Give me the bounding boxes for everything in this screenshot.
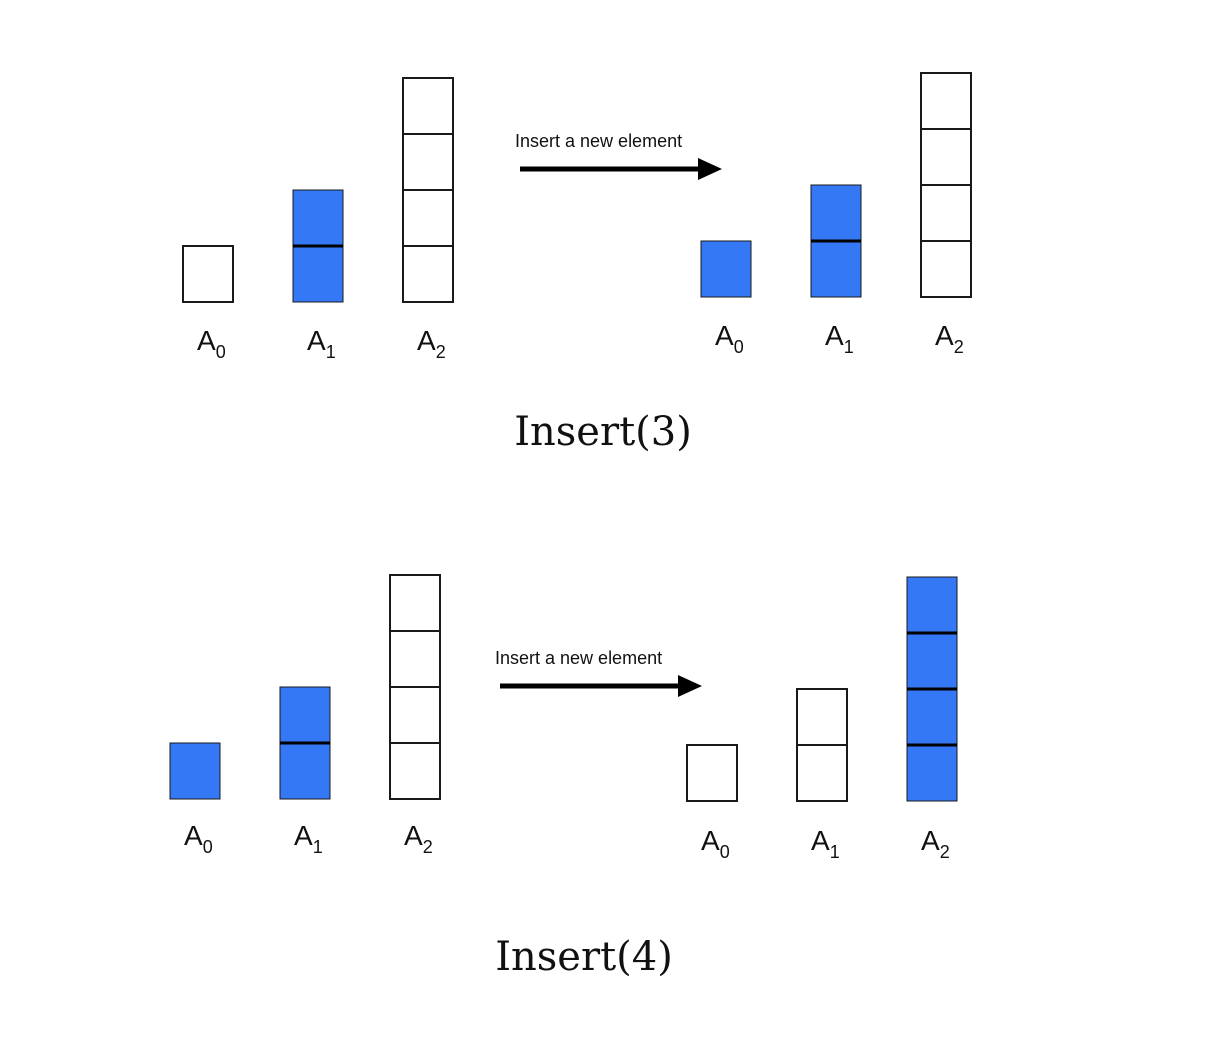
empty-cell: [686, 744, 738, 802]
empty-cell: [796, 688, 848, 746]
array-A2: A2: [920, 72, 972, 357]
array-subscript: 2: [954, 337, 964, 357]
array-label: A2: [935, 320, 964, 357]
empty-cell: [389, 574, 441, 632]
filled-cell: [906, 632, 958, 690]
panel-insert-3: A0 A1 A2 Insert a new element A0 A1 A2 Inser…: [182, 72, 972, 455]
panel-insert-4: A0 A1 A2 Insert a new element A0 A1 A2 Inser…: [169, 574, 958, 980]
array-label: A2: [921, 825, 950, 862]
array-subscript: 0: [203, 837, 213, 857]
array-subscript: 0: [720, 842, 730, 862]
empty-cell: [182, 245, 234, 303]
array-A1: A1: [796, 688, 848, 862]
array-subscript: 0: [734, 337, 744, 357]
array-A1: A1: [810, 184, 862, 357]
filled-cell: [906, 688, 958, 746]
array-label: A0: [715, 320, 744, 357]
filled-cell: [169, 742, 221, 800]
array-label: A2: [404, 820, 433, 857]
empty-cell: [920, 240, 972, 298]
panel-caption: Insert(3): [514, 409, 692, 455]
arrowhead-icon: [678, 675, 702, 697]
array-A2: A2: [906, 576, 958, 862]
array-A1: A1: [279, 686, 331, 857]
array-label: A0: [197, 325, 226, 362]
array-A2: A2: [389, 574, 441, 857]
empty-cell: [920, 184, 972, 242]
array-A0: A0: [169, 742, 221, 857]
array-subscript: 1: [830, 842, 840, 862]
empty-cell: [389, 630, 441, 688]
array-A2: A2: [402, 77, 454, 362]
filled-cell: [700, 240, 752, 298]
filled-cell: [906, 744, 958, 802]
empty-cell: [402, 77, 454, 135]
arrow-label: Insert a new element: [515, 131, 682, 151]
panel-caption: Insert(4): [495, 934, 673, 980]
empty-cell: [402, 189, 454, 247]
filled-cell: [292, 189, 344, 247]
empty-cell: [402, 133, 454, 191]
filled-cell: [810, 184, 862, 242]
empty-cell: [389, 742, 441, 800]
array-subscript: 1: [313, 837, 323, 857]
array-A0: A0: [686, 744, 738, 862]
empty-cell: [796, 744, 848, 802]
before-arrays: A0 A1 A2: [182, 77, 454, 362]
array-label: A0: [184, 820, 213, 857]
array-subscript: 0: [216, 342, 226, 362]
filled-cell: [292, 245, 344, 303]
array-subscript: 1: [844, 337, 854, 357]
array-label: A1: [811, 825, 840, 862]
before-arrays: A0 A1 A2: [169, 574, 441, 857]
after-arrays: A0 A1 A2: [700, 72, 972, 357]
array-subscript: 1: [326, 342, 336, 362]
empty-cell: [920, 128, 972, 186]
array-label: A2: [417, 325, 446, 362]
array-subscript: 2: [940, 842, 950, 862]
arrow-label: Insert a new element: [495, 648, 662, 668]
array-label: A1: [825, 320, 854, 357]
filled-cell: [279, 686, 331, 744]
empty-cell: [402, 245, 454, 303]
array-A1: A1: [292, 189, 344, 362]
array-subscript: 2: [423, 837, 433, 857]
empty-cell: [389, 686, 441, 744]
array-A0: A0: [700, 240, 752, 357]
empty-cell: [920, 72, 972, 130]
arrowhead-icon: [698, 158, 722, 180]
array-label: A0: [701, 825, 730, 862]
filled-cell: [906, 576, 958, 634]
array-label: A1: [294, 820, 323, 857]
filled-cell: [279, 742, 331, 800]
filled-cell: [810, 240, 862, 298]
after-arrays: A0 A1 A2: [686, 576, 958, 862]
array-subscript: 2: [436, 342, 446, 362]
array-label: A1: [307, 325, 336, 362]
array-A0: A0: [182, 245, 234, 362]
